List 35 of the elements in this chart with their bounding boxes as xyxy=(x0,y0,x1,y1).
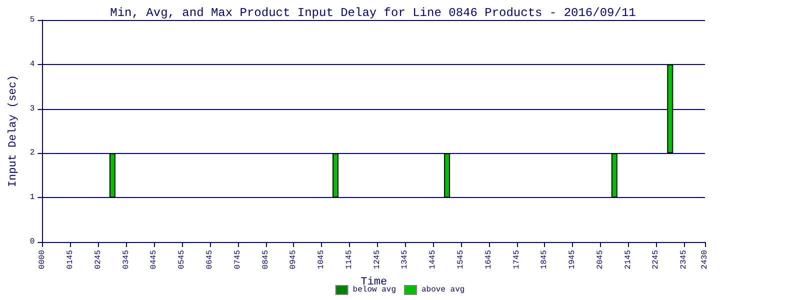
x-tick-label: 1545 xyxy=(456,250,466,270)
x-tick-label: 1145 xyxy=(344,250,354,270)
x-tick-label: 1345 xyxy=(400,250,410,270)
x-tick-label: 0845 xyxy=(261,250,270,270)
x-tick-label: 0000 xyxy=(38,250,48,270)
x-tick-label: 1645 xyxy=(484,250,494,270)
legend-label: below avg xyxy=(352,286,396,294)
x-tick-label: 2430 xyxy=(700,250,710,270)
y-axis-title: Input Delay (sec) xyxy=(8,74,20,188)
y-tick-label: 5 xyxy=(30,16,35,24)
x-tick-label: 0245 xyxy=(94,250,103,270)
x-tick-label: 0945 xyxy=(289,250,298,270)
x-tick-label: 0345 xyxy=(122,250,131,270)
x-tick-label: 1045 xyxy=(317,250,326,270)
x-tick-label: 1745 xyxy=(512,250,522,270)
x-tick-label: 1845 xyxy=(540,250,550,270)
x-tick-label: 0745 xyxy=(233,250,242,270)
x-tick-label: 0445 xyxy=(150,250,159,270)
x-tick-label: 2245 xyxy=(652,250,661,270)
x-tick-label: 1945 xyxy=(568,250,578,270)
x-tick-label: 1445 xyxy=(428,250,438,270)
legend-label: above avg xyxy=(422,286,465,294)
y-tick-label: 0 xyxy=(30,238,35,246)
x-tick-label: 2345 xyxy=(680,250,689,270)
x-tick-label: 2145 xyxy=(624,250,633,270)
x-tick-label: 1245 xyxy=(372,250,382,270)
x-tick-label: 0545 xyxy=(178,250,187,270)
x-tick-label: 0145 xyxy=(66,250,76,270)
y-tick-label: 1 xyxy=(30,193,35,202)
x-tick-label: 0645 xyxy=(206,250,215,270)
x-tick-label: 2045 xyxy=(596,250,605,270)
y-tick-label: 3 xyxy=(30,104,35,114)
chart-title: Min, Avg, and Max Product Input Delay for Line 0846 Products - 2016/09/11 xyxy=(110,6,636,20)
y-tick-label: 2 xyxy=(30,148,35,158)
y-tick-label: 4 xyxy=(30,60,35,69)
